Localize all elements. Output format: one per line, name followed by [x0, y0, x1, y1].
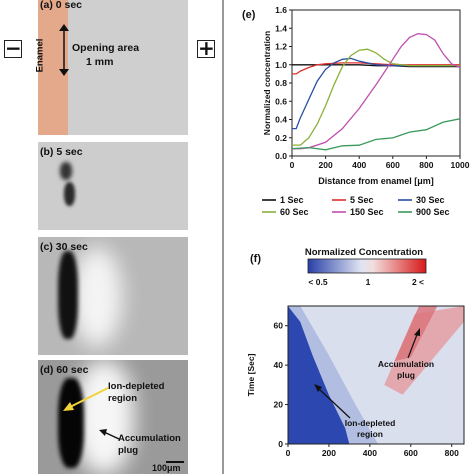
- x-tick-label: 600: [386, 160, 400, 170]
- enamel-label: Enamel: [34, 38, 46, 73]
- x-tick-label: 1000: [451, 160, 470, 170]
- ion-depleted-label-line2: region: [357, 429, 383, 439]
- ion-depleted-label-line1: Ion-depleted: [345, 418, 396, 428]
- accumulation-label-line1: Accumulation: [378, 359, 434, 369]
- opening-label-line1: Opening area: [72, 42, 140, 54]
- panel-d-image: [38, 360, 188, 474]
- series-line-5-sec: [292, 62, 460, 75]
- legend-label: 1 Sec: [280, 195, 304, 205]
- y-tick-label: 0.4: [275, 115, 287, 125]
- x-tick-label: 200: [322, 448, 336, 458]
- accumulation-label-line2: plug: [118, 445, 139, 456]
- x-tick-label: 800: [419, 160, 433, 170]
- minus-electrode-icon: −: [4, 36, 22, 60]
- transition-band: [288, 306, 378, 444]
- series-line-60-sec: [292, 48, 460, 146]
- x-tick-label: 0: [286, 448, 291, 458]
- x-tick-label: 800: [445, 448, 459, 458]
- ion-depleted-label-line1: Ion-depleted: [108, 381, 165, 392]
- x-tick-label: 400: [352, 160, 366, 170]
- y-tick-label: 0.6: [275, 96, 287, 106]
- accumulation-label-line2: plug: [397, 370, 415, 380]
- y-tick-label: 0.0: [275, 151, 287, 161]
- series-line-900-sec: [291, 118, 461, 151]
- x-tick-label: 400: [363, 448, 377, 458]
- panel-e-label: (e): [242, 9, 256, 21]
- x-axis-label: Distance from enamel [μm]: [318, 176, 434, 186]
- legend-label: 30 Sec: [416, 195, 445, 205]
- y-tick-label: 1.6: [275, 5, 287, 15]
- x-tick-label: 0: [290, 160, 295, 170]
- colorbar-title: Normalized Concentration: [305, 247, 423, 258]
- series-line-150-sec: [292, 33, 461, 150]
- panel-a-image: [38, 0, 188, 135]
- panel-c-label: (c) 30 sec: [40, 241, 88, 253]
- series-line-1-sec: [292, 64, 460, 68]
- scale-bar: [166, 461, 184, 463]
- y-tick-label: 0.8: [275, 78, 287, 88]
- y-tick-label: 0: [278, 439, 283, 449]
- legend-label: 5 Sec: [350, 195, 374, 205]
- opening-arrow-icon: [59, 24, 69, 76]
- panel-d-label: (d) 60 sec: [40, 364, 89, 376]
- panel-f-heatmap: (f) Normalized Concentration < 0.5 1 2 < 0 20 4…: [246, 247, 465, 458]
- plus-electrode-icon: +: [197, 36, 215, 60]
- y-tick-label: 1.2: [275, 42, 287, 52]
- colorbar: [307, 258, 427, 274]
- y-tick-label: 20: [274, 400, 284, 410]
- legend-label: 150 Sec: [350, 207, 384, 217]
- legend-label: 900 Sec: [416, 207, 450, 217]
- accumulation-label-line1: Accumulation: [118, 433, 181, 444]
- enamel-region: [38, 0, 68, 135]
- ion-depleted-arrow-icon: [317, 387, 351, 419]
- x-tick-label: 600: [404, 448, 418, 458]
- opening-label-line2: 1 mm: [86, 56, 114, 68]
- x-tick-label: 200: [319, 160, 333, 170]
- colorbar-tick-mid: 1: [366, 277, 371, 287]
- y-tick-label: 0.2: [275, 133, 287, 143]
- panel-c-image: [38, 237, 188, 355]
- ion-depleted-label-line2: region: [108, 393, 138, 404]
- panel-e-line-chart: (e) 0.0 0.2 0.4 0.6 0.8 1.0 1.2 1.4 1.6 0 200 400 600…: [242, 5, 470, 217]
- heatmap-frame: [287, 305, 465, 445]
- ion-depleted-arrow-icon: [63, 387, 109, 411]
- accumulation-band: [384, 306, 464, 395]
- panel-f-label: (f): [250, 253, 261, 265]
- y-tick-label: 60: [274, 321, 284, 331]
- y-tick-label: 40: [274, 360, 284, 370]
- panel-b-image: [38, 142, 188, 230]
- accumulation-arrow-icon: [407, 331, 419, 359]
- y-tick-label: 1.0: [275, 60, 287, 70]
- ion-depleted-arrowhead-icon: [314, 384, 322, 392]
- plot-frame: [291, 9, 461, 157]
- scale-bar-label: 100μm: [152, 463, 181, 473]
- ion-depleted-area: [288, 306, 350, 444]
- accumulation-arrow-icon: [99, 429, 120, 440]
- y-axis-label: Normalized concentration: [262, 31, 272, 135]
- y-axis-label: Time [Sec]: [246, 353, 256, 396]
- column-divider: [222, 0, 224, 474]
- panel-a-label: (a) 0 sec: [40, 0, 83, 11]
- legend-label: 60 Sec: [280, 207, 309, 217]
- y-tick-label: 1.4: [275, 23, 287, 33]
- colorbar-tick-max: 2 <: [412, 277, 424, 287]
- panel-b-label: (b) 5 sec: [40, 146, 83, 158]
- colorbar-tick-min: < 0.5: [308, 277, 327, 287]
- accumulation-arrowhead-icon: [414, 328, 420, 336]
